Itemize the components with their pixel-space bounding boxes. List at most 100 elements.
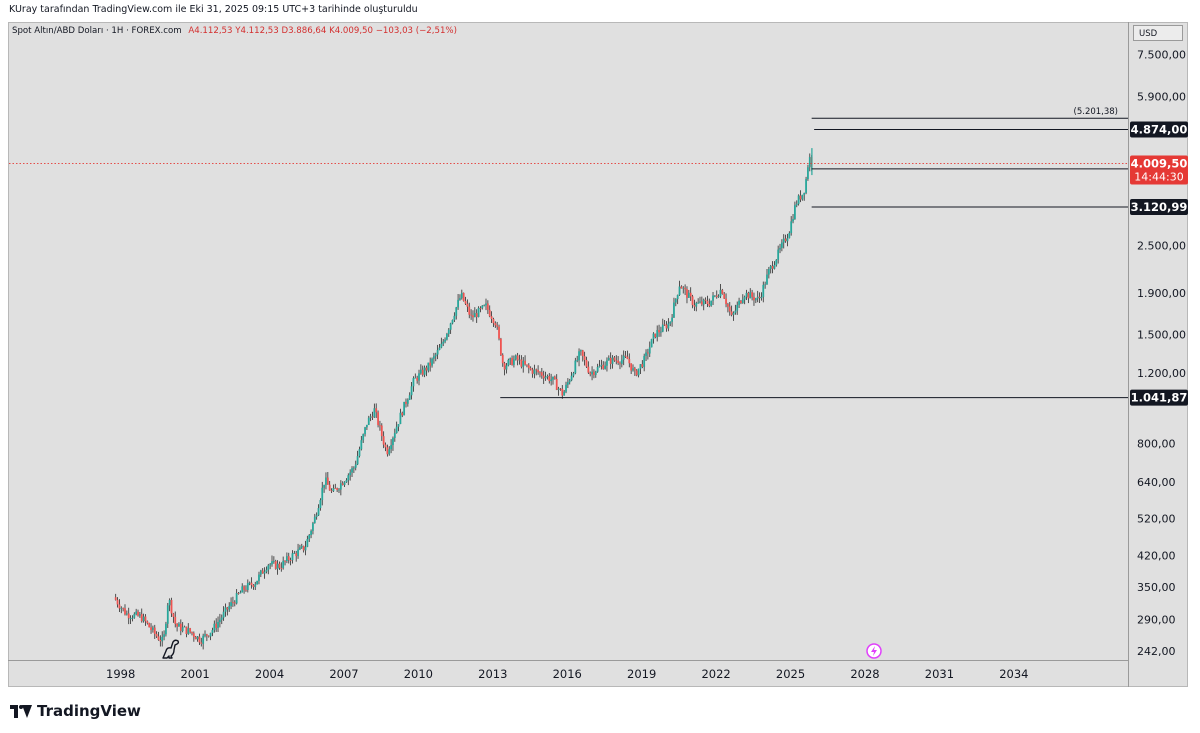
time-axis-border: [8, 660, 1128, 661]
candle: [427, 362, 430, 371]
candle: [799, 195, 802, 200]
currency-selector[interactable]: USD: [1133, 25, 1183, 41]
candle: [252, 585, 255, 587]
candle: [375, 408, 378, 413]
candle: [516, 355, 519, 361]
candle: [537, 370, 540, 373]
candle: [695, 303, 698, 307]
candle: [715, 295, 718, 298]
candle: [285, 556, 288, 562]
candle: [226, 607, 229, 610]
candle: [343, 482, 346, 486]
candle: [406, 399, 409, 404]
candle: [535, 369, 538, 371]
candle: [200, 642, 203, 644]
candle: [498, 326, 500, 339]
candle: [751, 292, 754, 297]
candle: [518, 359, 521, 361]
candle: [481, 305, 484, 309]
candle: [485, 303, 487, 306]
candle: [274, 561, 277, 569]
lightning-icon[interactable]: [866, 643, 882, 659]
candle: [339, 483, 342, 490]
candle: [684, 287, 687, 290]
y-tick-label: 350,00: [1137, 581, 1176, 594]
candle: [280, 567, 283, 569]
candle: [377, 412, 379, 426]
candle: [360, 440, 363, 450]
footer-brand[interactable]: TradingView: [10, 702, 141, 720]
candle: [379, 425, 381, 426]
candle: [665, 324, 668, 329]
candle: [204, 634, 206, 636]
candle: [187, 628, 190, 634]
x-tick-label: 2016: [553, 667, 582, 681]
candle: [725, 298, 727, 305]
candle: [393, 433, 396, 438]
candle: [557, 388, 560, 390]
candle: [758, 296, 761, 299]
candle: [410, 386, 413, 396]
candle: [801, 194, 804, 200]
symbol-legend[interactable]: Spot Altın/ABD Doları · 1H · FOREX.com A…: [12, 26, 457, 36]
level-price-label: 1.041,87: [1131, 391, 1188, 405]
candle: [323, 484, 326, 488]
candle: [455, 307, 458, 316]
candle: [576, 360, 579, 362]
current-price-badge: [1130, 155, 1188, 185]
candle: [144, 616, 147, 622]
candle: [808, 157, 811, 168]
chart-pane[interactable]: [8, 22, 1188, 687]
candle: [267, 565, 270, 570]
candle: [155, 633, 158, 637]
candle: [269, 564, 272, 566]
candle: [805, 179, 807, 193]
x-tick-label: 2007: [329, 667, 358, 681]
y-tick-label: 2.500,00: [1137, 240, 1186, 253]
candle: [767, 269, 770, 275]
x-tick-label: 2028: [850, 667, 879, 681]
candle: [764, 284, 767, 286]
candle: [261, 570, 264, 574]
candle: [166, 605, 169, 624]
candle: [181, 627, 184, 631]
candle: [507, 359, 510, 366]
candle: [565, 384, 567, 392]
candle: [803, 192, 806, 195]
candle: [289, 560, 292, 561]
candle: [362, 434, 365, 441]
y-tick-label: 242,00: [1137, 645, 1176, 658]
candle: [596, 366, 599, 372]
candle: [421, 369, 424, 375]
dino-icon[interactable]: [160, 638, 182, 660]
candle: [782, 238, 785, 243]
candle: [116, 599, 119, 605]
symbol-title[interactable]: Spot Altın/ABD Doları · 1H · FOREX.com: [12, 26, 182, 36]
candle: [719, 289, 722, 297]
bar-countdown-label: 14:44:30: [1134, 170, 1183, 183]
candle: [754, 298, 757, 301]
candle: [766, 274, 768, 285]
candle: [315, 515, 318, 517]
candle: [553, 376, 556, 379]
candle: [237, 593, 240, 594]
candle: [753, 296, 755, 301]
candle: [645, 352, 647, 356]
candle: [354, 464, 357, 468]
candle: [486, 303, 489, 310]
candle: [129, 617, 132, 619]
candle: [784, 238, 787, 242]
candle: [230, 602, 232, 607]
candle: [436, 349, 439, 355]
candle: [245, 589, 247, 591]
candle: [660, 331, 662, 333]
candle: [414, 377, 417, 379]
candle: [773, 264, 776, 269]
candle: [574, 360, 577, 374]
candle: [607, 357, 610, 361]
candle: [637, 368, 640, 376]
x-tick-label: 2031: [925, 667, 954, 681]
candle: [319, 500, 322, 509]
candle: [494, 323, 497, 326]
